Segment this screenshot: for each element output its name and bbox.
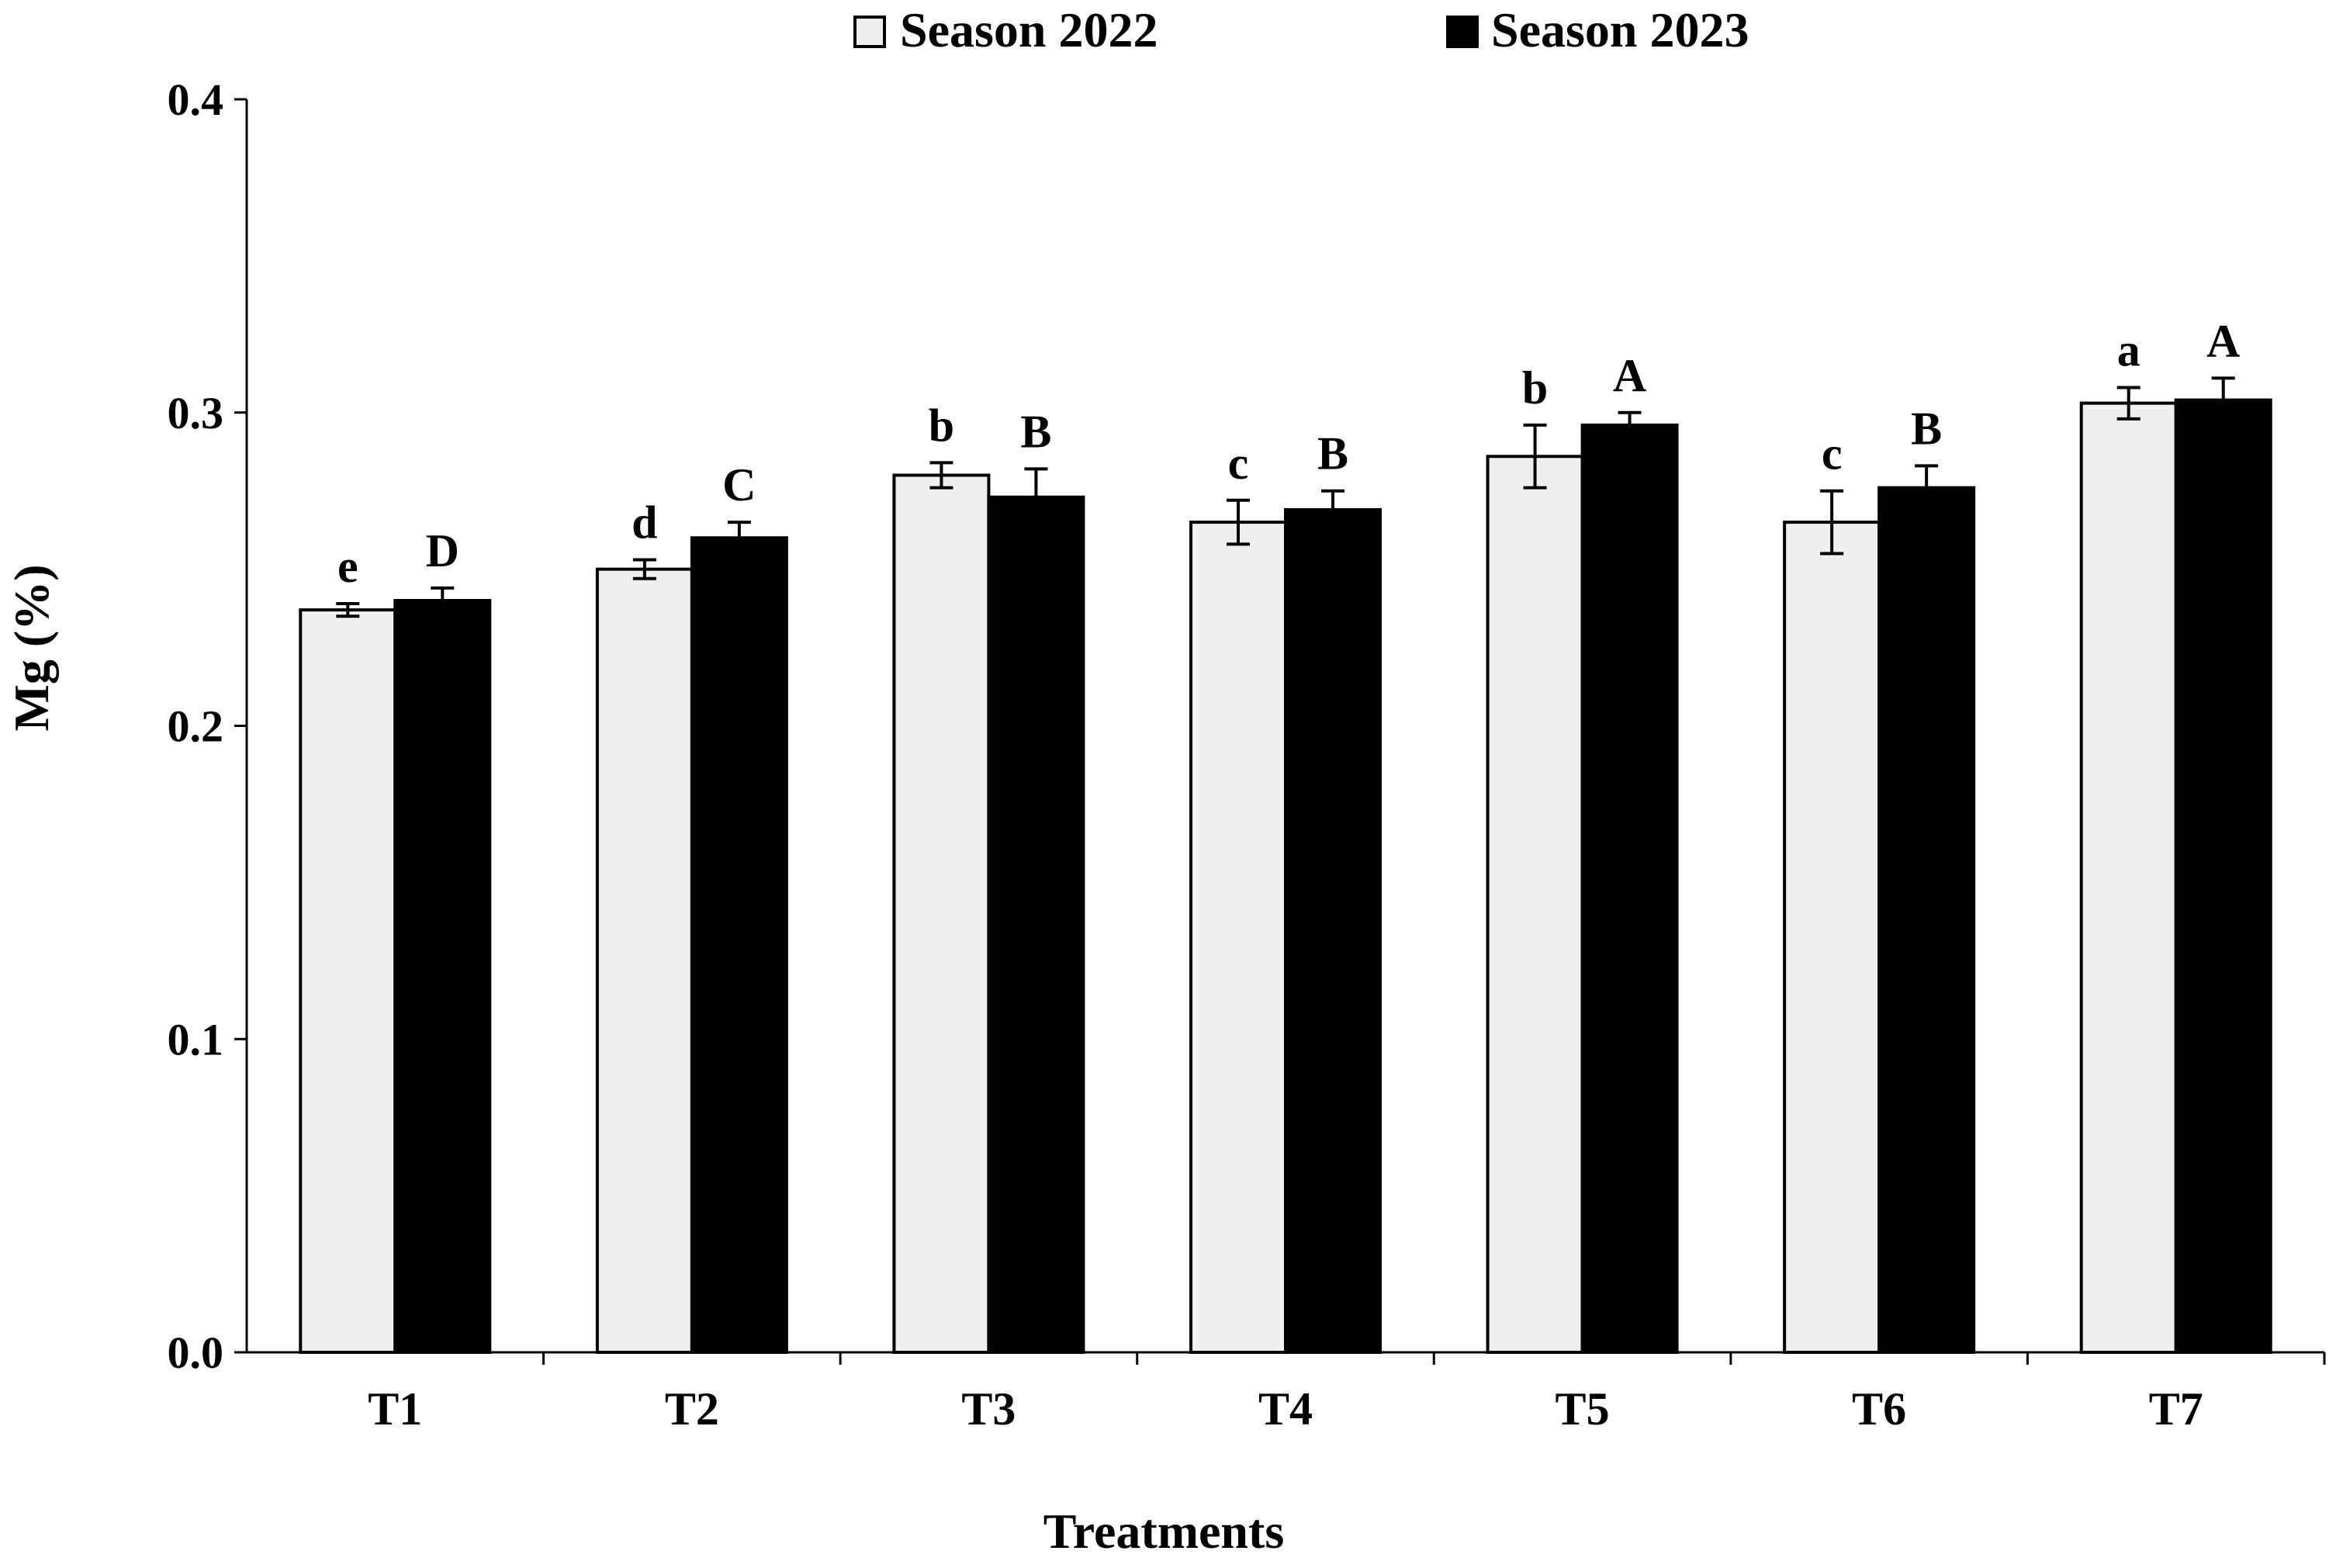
x-tick-label: T2 [665, 1383, 719, 1435]
x-tick-label: T3 [961, 1383, 1016, 1435]
y-tick-label: 0.2 [168, 701, 224, 752]
bar-season-2023 [2174, 398, 2272, 1354]
bar-groups: e Dd Cb Bc Bb Ac Ba A [299, 315, 2272, 1355]
x-tick-label: T1 [368, 1383, 422, 1435]
bar-season-2022 [1189, 521, 1287, 1354]
x-tick-label: T7 [2149, 1383, 2203, 1435]
significance-letter: D [426, 525, 459, 576]
bar-season-2022 [1783, 521, 1881, 1354]
legend: Season 2022 Season 2023 [853, 2, 1749, 57]
significance-letter: B [1911, 403, 1942, 454]
bar-season-2023 [393, 599, 492, 1354]
x-tick-label: T4 [1258, 1383, 1313, 1435]
legend-label-season-2023: Season 2023 [1491, 2, 1749, 57]
significance-letter: d [632, 497, 657, 549]
significance-letter: c [1228, 438, 1249, 489]
bar-season-2023 [1284, 507, 1382, 1354]
y-tick-label: 0.1 [168, 1014, 224, 1064]
legend-label-season-2022: Season 2022 [900, 2, 1158, 57]
legend-swatch-season-2023 [1446, 16, 1479, 48]
bar-season-2022 [2079, 401, 2178, 1355]
bar-season-2022 [595, 567, 694, 1354]
y-axis: 0.0 0.1 0.2 0.3 0.4 [168, 74, 248, 1378]
significance-letter: c [1822, 428, 1843, 479]
bar-season-2023 [1580, 423, 1679, 1354]
x-tick-label: T6 [1852, 1383, 1906, 1435]
y-tick-label: 0.0 [168, 1327, 224, 1378]
significance-letter: B [1317, 428, 1348, 479]
significance-letter: b [929, 400, 954, 451]
legend-swatch-season-2022 [853, 16, 886, 48]
bar-season-2023 [1877, 486, 1976, 1354]
y-tick-label: 0.4 [168, 74, 224, 125]
x-axis-title: Treatments [1043, 1504, 1284, 1559]
significance-letter: C [722, 459, 756, 511]
y-tick-label: 0.3 [168, 388, 224, 438]
significance-letter: a [2117, 324, 2140, 376]
y-axis-title: Mg (%) [4, 564, 59, 731]
significance-letter: A [1613, 350, 1646, 401]
significance-letter: A [2206, 315, 2240, 366]
significance-letter: B [1020, 406, 1051, 457]
bar-season-2022 [299, 608, 397, 1354]
significance-letter: e [337, 541, 358, 592]
bar-season-2022 [1486, 455, 1584, 1354]
significance-letter: b [1522, 362, 1548, 414]
bar-season-2023 [987, 495, 1085, 1355]
bar-season-2023 [690, 536, 788, 1354]
x-axis: T1 T2 T3 T4 T5 T6 T7 [247, 1351, 2326, 1435]
bar-season-2022 [892, 473, 991, 1354]
x-tick-label: T5 [1556, 1383, 1610, 1435]
